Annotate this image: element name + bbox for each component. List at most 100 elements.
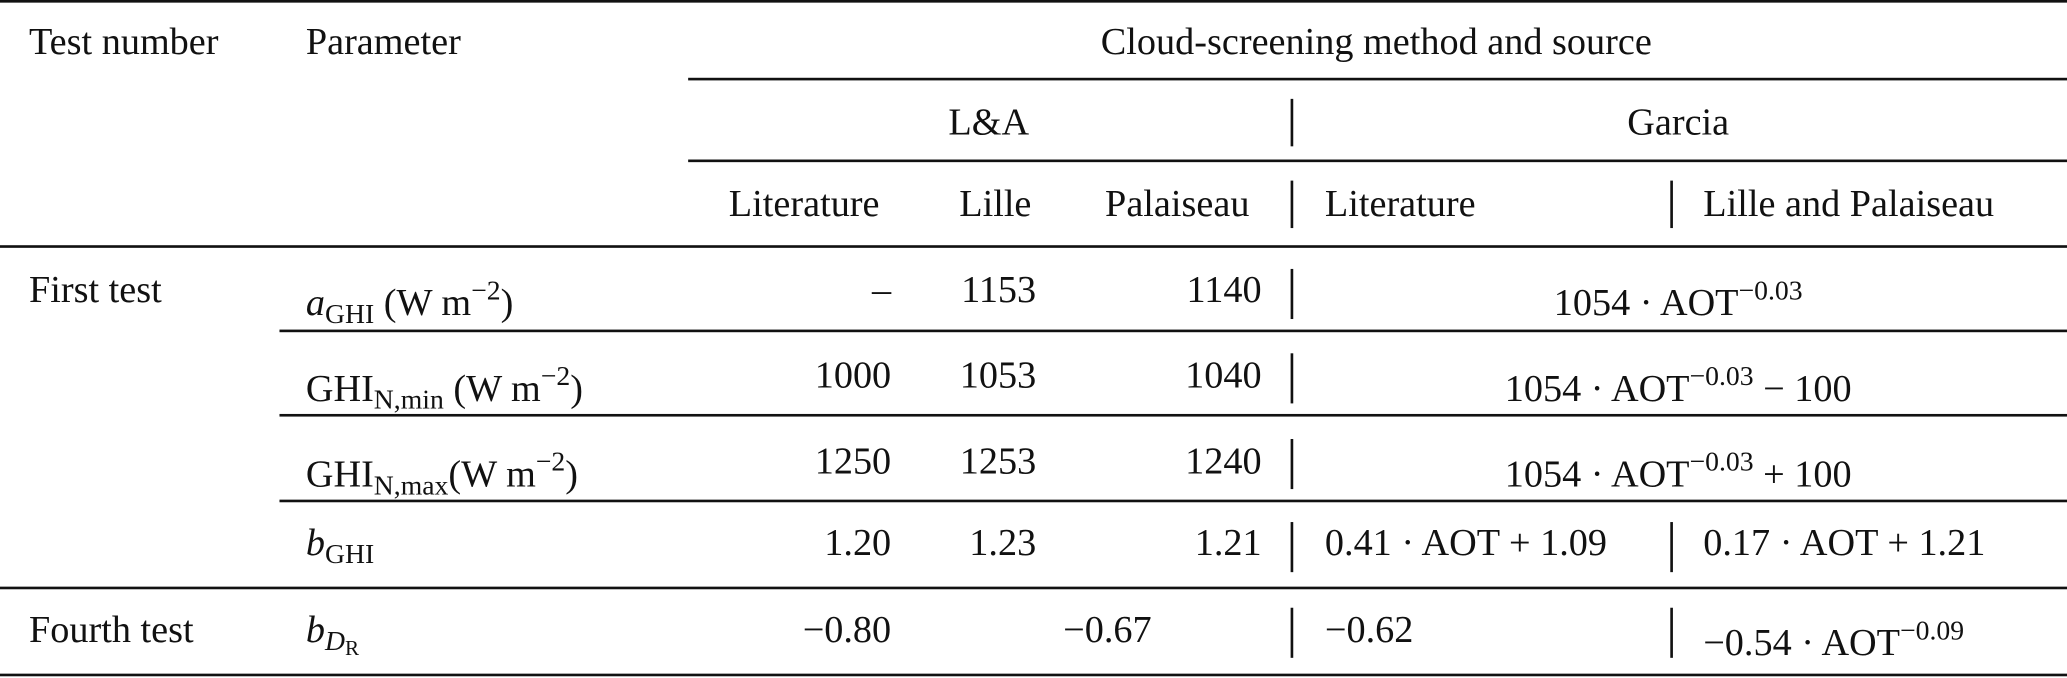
divider — [1290, 98, 1293, 147]
value-cell: 1053 — [960, 352, 1036, 399]
text-segment: −0.03 — [1689, 359, 1754, 392]
text-segment: 1253 — [959, 440, 1037, 483]
rule — [0, 673, 2067, 676]
value-cell: 1054 · AOT−0.03 + 100 — [1505, 438, 1852, 496]
value-cell: 1240 — [1185, 438, 1261, 485]
header-cell: L&A — [948, 101, 1030, 144]
text-segment: (W m — [448, 453, 536, 496]
header-cell: Lille and Palaiseau — [1703, 183, 1995, 226]
text-segment: 1.23 — [969, 522, 1037, 565]
text-segment: b — [305, 522, 325, 565]
text-segment: GHI — [324, 537, 375, 570]
text-segment: 0.41 · AOT + 1.09 — [1324, 522, 1608, 565]
text-segment: (W m — [443, 367, 541, 410]
header-cell: Cloud-screening method and source — [1100, 21, 1652, 64]
test-name: First test — [29, 268, 162, 312]
rule — [688, 77, 2067, 80]
text-segment: 1.21 — [1194, 522, 1262, 565]
value-cell: −0.54 · AOT−0.09 — [1703, 606, 1965, 664]
text-segment: D — [324, 624, 345, 657]
text-segment: 1250 — [814, 440, 892, 483]
value-cell: −0.62 — [1325, 606, 1413, 653]
rule — [279, 413, 2067, 416]
text-segment: −0.67 — [1063, 609, 1152, 652]
value-cell: 1250 — [815, 438, 891, 485]
value-cell: 1054 · AOT−0.03 — [1554, 266, 1803, 324]
value-cell: 1.23 — [969, 519, 1036, 566]
text-segment: −0.09 — [1900, 614, 1965, 646]
parameter: GHIN,max(W m−2) — [306, 438, 578, 501]
parameter: aGHI (W m−2) — [306, 266, 514, 329]
header-cell: Garcia — [1627, 101, 1730, 144]
text-segment: + 100 — [1753, 453, 1852, 496]
text-segment: 1054 · AOT — [1504, 367, 1690, 410]
text-segment: 1140 — [1186, 268, 1262, 312]
text-segment: −0.03 — [1689, 445, 1754, 478]
text-segment: GHI — [324, 297, 375, 330]
text-segment: – — [872, 268, 892, 312]
text-segment: N,max — [373, 469, 449, 501]
parameter: GHIN,min (W m−2) — [306, 352, 583, 415]
text-segment: 0.17 · AOT + 1.21 — [1703, 522, 1986, 565]
text-segment: GHI — [305, 453, 374, 496]
divider — [1290, 607, 1293, 658]
value-cell: 1040 — [1185, 352, 1261, 399]
divider — [1290, 438, 1293, 490]
header-cell: Test number — [29, 21, 219, 64]
text-segment: 1240 — [1185, 440, 1262, 483]
text-segment: GHI — [305, 367, 374, 410]
text-segment: 1053 — [959, 354, 1037, 397]
value-cell: −0.80 — [803, 606, 891, 653]
text-segment: ) — [570, 367, 583, 410]
text-segment: −0.80 — [802, 609, 892, 652]
rule — [0, 245, 2067, 248]
text-segment: a — [305, 282, 325, 325]
text-segment: −0.62 — [1324, 609, 1414, 652]
value-cell: −0.67 — [1063, 606, 1151, 653]
divider — [1290, 268, 1293, 320]
header-cell: Palaiseau — [1105, 183, 1250, 226]
text-segment: (W m — [374, 282, 472, 325]
header-cell: Literature — [728, 183, 880, 226]
text-segment: −2 — [471, 274, 501, 306]
text-segment: −0.54 · AOT — [1703, 622, 1901, 665]
header-cell: Literature — [1324, 183, 1476, 226]
divider — [1670, 180, 1673, 229]
text-segment: −2 — [535, 445, 566, 478]
rule — [0, 0, 2067, 2]
text-segment: 1054 · AOT — [1504, 453, 1690, 496]
rule — [279, 499, 2067, 502]
divider — [1290, 353, 1293, 404]
text-segment: b — [305, 609, 325, 652]
value-cell: 1054 · AOT−0.03 − 100 — [1505, 352, 1852, 410]
divider — [1670, 522, 1673, 573]
divider — [1670, 607, 1673, 658]
value-cell: – — [872, 266, 891, 313]
text-segment: 1000 — [814, 354, 892, 397]
text-segment: N,min — [373, 383, 444, 416]
value-cell: 0.41 · AOT + 1.09 — [1325, 519, 1607, 566]
header-cell: Parameter — [305, 21, 461, 64]
divider — [1290, 522, 1293, 573]
text-segment: ) — [565, 453, 579, 496]
rule — [688, 159, 2067, 162]
text-segment: 1.20 — [824, 522, 892, 565]
text-segment: 1153 — [961, 268, 1037, 312]
text-segment: ) — [500, 282, 514, 325]
text-segment: −0.03 — [1738, 274, 1803, 306]
text-segment: 1040 — [1185, 354, 1262, 397]
value-cell: 1.20 — [824, 519, 891, 566]
text-segment: −2 — [540, 359, 571, 392]
value-cell: 1.21 — [1195, 519, 1262, 566]
test-name: Fourth test — [29, 609, 194, 652]
text-segment: R — [344, 638, 360, 661]
text-segment: − 100 — [1753, 367, 1852, 410]
parameter: bDR — [305, 606, 359, 660]
value-cell: 0.17 · AOT + 1.21 — [1703, 519, 1985, 566]
value-cell: 1000 — [815, 352, 891, 399]
rule — [0, 586, 2067, 589]
header-cell: Lille — [959, 183, 1032, 226]
parameter: bGHI — [305, 519, 374, 569]
